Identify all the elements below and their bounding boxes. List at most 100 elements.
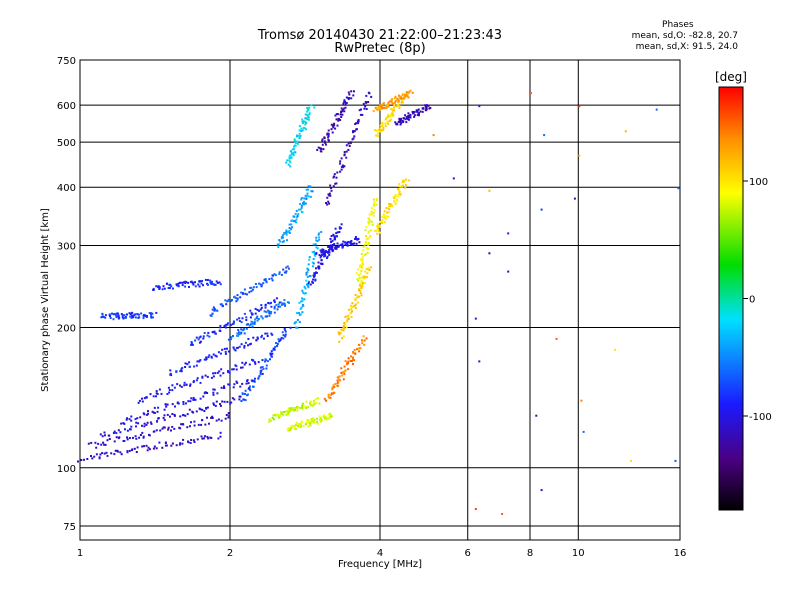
data-point xyxy=(381,221,384,224)
data-point xyxy=(233,383,236,386)
data-point xyxy=(209,279,212,282)
phase-stats: Phases mean, sd,O: -82.8, 20.7 mean, sd,… xyxy=(632,20,738,53)
data-point xyxy=(655,108,658,111)
data-point xyxy=(313,418,316,421)
data-point xyxy=(403,117,405,120)
data-point xyxy=(212,353,215,356)
data-point xyxy=(187,441,190,444)
data-point xyxy=(344,100,346,103)
data-point xyxy=(260,315,263,318)
data-point xyxy=(143,445,145,448)
data-point xyxy=(298,301,301,304)
data-point xyxy=(321,138,324,141)
data-point xyxy=(193,365,196,368)
data-point xyxy=(184,362,187,365)
data-point xyxy=(197,283,200,286)
data-point xyxy=(237,331,240,334)
data-point xyxy=(415,110,418,113)
data-point xyxy=(182,423,184,426)
data-point xyxy=(379,129,382,132)
data-point xyxy=(211,331,214,334)
data-point xyxy=(165,444,168,447)
data-point xyxy=(333,175,336,178)
data-point xyxy=(221,400,224,403)
data-point xyxy=(120,422,123,425)
data-point xyxy=(323,137,326,140)
data-point xyxy=(291,219,294,222)
data-point xyxy=(294,424,297,426)
data-point xyxy=(264,332,267,335)
data-point xyxy=(288,427,291,429)
data-point xyxy=(347,317,350,320)
data-point xyxy=(321,250,324,253)
data-point xyxy=(342,103,345,106)
data-point xyxy=(190,342,193,345)
data-point xyxy=(104,316,107,319)
data-point xyxy=(276,345,279,347)
data-point xyxy=(248,324,251,327)
data-point xyxy=(196,438,199,441)
data-point xyxy=(336,379,339,382)
data-point xyxy=(507,232,510,235)
data-point xyxy=(332,249,335,252)
data-point xyxy=(247,393,249,396)
data-point xyxy=(298,135,301,138)
data-point xyxy=(201,437,204,440)
data-point xyxy=(145,315,148,317)
data-point xyxy=(175,444,178,447)
data-point xyxy=(355,128,358,131)
data-point xyxy=(379,104,381,107)
data-point xyxy=(330,189,333,192)
data-point xyxy=(101,452,104,455)
data-point xyxy=(206,334,209,337)
data-point xyxy=(223,385,225,388)
data-point xyxy=(379,220,382,223)
data-point xyxy=(163,287,166,290)
data-point xyxy=(289,326,292,329)
data-point xyxy=(285,161,288,164)
data-point xyxy=(307,195,310,198)
data-point xyxy=(123,314,126,317)
data-point xyxy=(212,388,215,391)
data-point xyxy=(356,278,359,280)
data-point xyxy=(368,219,371,222)
data-point xyxy=(404,95,407,98)
data-point xyxy=(315,267,317,270)
data-point xyxy=(210,283,213,285)
data-point xyxy=(374,134,377,137)
data-point xyxy=(105,451,108,454)
data-point xyxy=(307,283,310,286)
data-point xyxy=(308,113,311,116)
data-point xyxy=(298,314,301,316)
data-point xyxy=(582,430,585,433)
data-point xyxy=(171,389,174,392)
data-point xyxy=(273,311,276,314)
data-point xyxy=(329,184,332,187)
data-point xyxy=(293,322,296,325)
data-point xyxy=(254,283,257,285)
data-point xyxy=(151,410,154,413)
data-point xyxy=(323,253,326,256)
data-point xyxy=(236,297,239,300)
data-point xyxy=(341,108,344,111)
data-point xyxy=(429,107,432,109)
data-point xyxy=(216,392,219,395)
data-point xyxy=(321,143,324,146)
data-point xyxy=(125,418,128,421)
data-point xyxy=(227,371,230,374)
data-point xyxy=(385,116,388,119)
data-point xyxy=(276,414,279,417)
data-point xyxy=(180,368,183,371)
data-point xyxy=(226,400,229,403)
data-point xyxy=(112,318,115,321)
data-point xyxy=(343,154,346,157)
data-point xyxy=(237,329,240,331)
data-point xyxy=(132,316,135,319)
data-point xyxy=(90,441,93,444)
data-point xyxy=(376,223,379,226)
data-point xyxy=(236,332,239,335)
data-point xyxy=(398,117,401,120)
data-point xyxy=(342,335,345,338)
data-point xyxy=(180,370,183,373)
data-point xyxy=(377,106,380,109)
